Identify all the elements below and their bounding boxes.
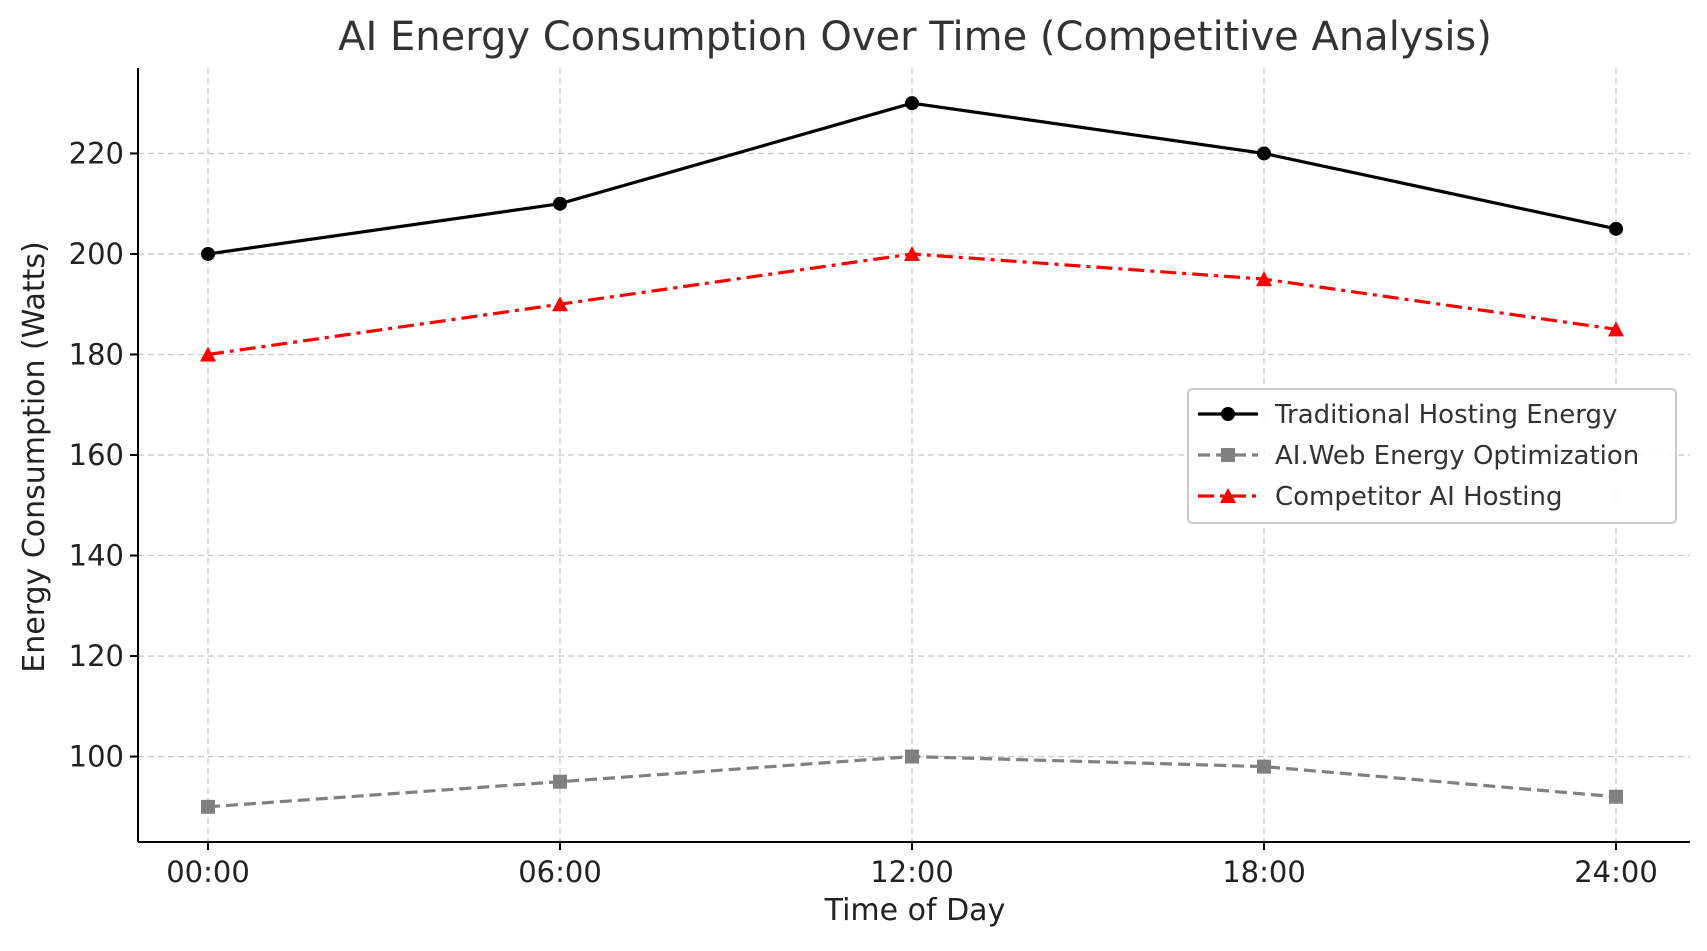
data-point <box>1609 789 1623 804</box>
data-point <box>552 296 568 312</box>
legend-label: Traditional Hosting Energy <box>1274 400 1617 430</box>
x-tick-label: 12:00 <box>870 855 954 889</box>
x-tick-label: 18:00 <box>1222 855 1306 889</box>
data-point <box>553 774 567 789</box>
legend-items: Traditional Hosting Energy AI.Web Energy … <box>1198 400 1639 512</box>
x-axis-ticks: 00:00 06:00 12:00 18:00 24:00 <box>166 842 1658 889</box>
y-tick-label: 140 <box>69 539 124 573</box>
data-point <box>1609 221 1623 236</box>
x-tick-label: 24:00 <box>1574 855 1658 889</box>
data-point <box>200 346 216 362</box>
legend: Traditional Hosting Energy AI.Web Energy … <box>1187 388 1677 524</box>
legend-marker <box>1221 448 1235 462</box>
legend-marker <box>1221 407 1235 421</box>
legend-item: AI.Web Energy Optimization <box>1198 441 1639 471</box>
x-axis-label: Time of Day <box>824 893 1006 928</box>
legend-label: AI.Web Energy Optimization <box>1275 441 1639 471</box>
data-point <box>1257 759 1271 774</box>
y-axis-label: Energy Consumption (Watts) <box>17 241 52 672</box>
data-point <box>553 196 567 211</box>
series-traditional-hosting-energy <box>201 96 1623 261</box>
y-tick-label: 220 <box>69 136 124 170</box>
y-tick-label: 100 <box>69 740 124 774</box>
series-ai-web-energy-optimization <box>201 749 1623 814</box>
data-point <box>1257 146 1271 161</box>
data-point <box>1256 271 1272 287</box>
data-point <box>201 246 215 261</box>
y-axis-ticks: 100 120 140 160 180 200 220 <box>69 136 138 774</box>
legend-item: Traditional Hosting Energy <box>1198 400 1617 430</box>
data-point <box>201 799 215 814</box>
data-point <box>905 749 919 764</box>
chart-title: AI Energy Consumption Over Time (Competi… <box>338 14 1492 60</box>
legend-label: Competitor AI Hosting <box>1275 482 1563 512</box>
legend-item: Competitor AI Hosting <box>1198 482 1563 512</box>
legend-box <box>1187 388 1677 524</box>
y-tick-label: 160 <box>69 438 124 472</box>
data-point <box>904 245 920 261</box>
y-tick-label: 120 <box>69 639 124 673</box>
y-tick-label: 200 <box>69 237 124 271</box>
series <box>200 96 1624 814</box>
data-point <box>905 96 919 111</box>
series-competitor-ai-hosting <box>200 245 1624 362</box>
x-tick-label: 00:00 <box>166 855 250 889</box>
legend-marker <box>1220 488 1236 503</box>
data-point <box>1608 321 1624 337</box>
y-tick-label: 180 <box>69 337 124 371</box>
x-tick-label: 06:00 <box>518 855 602 889</box>
